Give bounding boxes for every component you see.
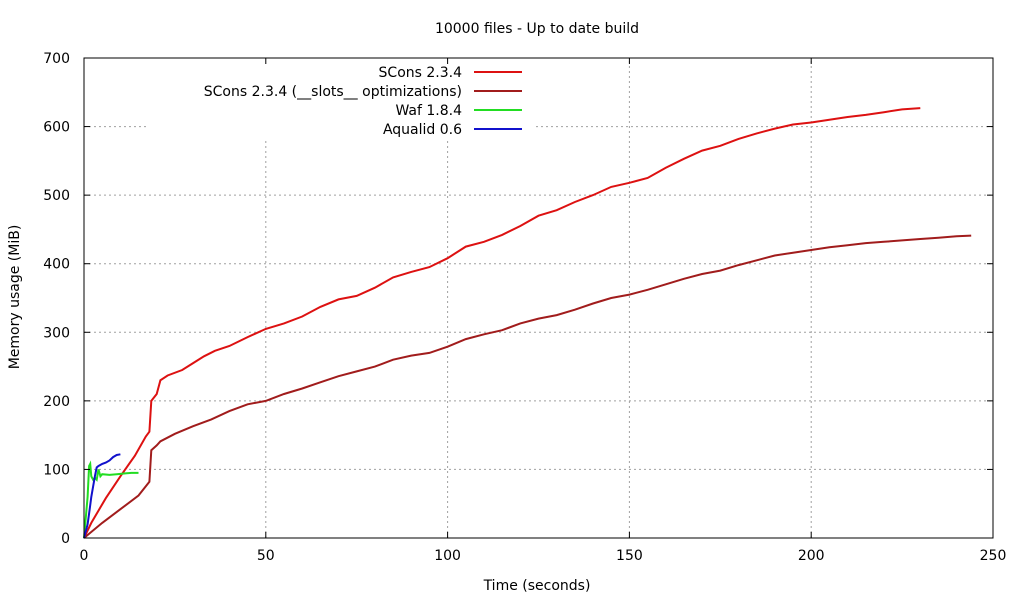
x-tick-label: 100 [434, 548, 461, 564]
series-line-3 [83, 460, 139, 539]
series-line-4 [83, 453, 121, 539]
y-tick-label: 400 [43, 257, 70, 273]
axis-tick-labels: 0 50 100 150 200 250 0 100 200 300 400 500 600 700 [43, 51, 1006, 564]
plot-frame [83, 57, 994, 539]
x-tick-label: 150 [616, 548, 643, 564]
x-tick-label: 200 [798, 548, 825, 564]
x-axis-label: Time (seconds) [483, 578, 591, 594]
series-lines [83, 107, 972, 539]
axis-ticks [83, 57, 994, 539]
y-tick-label: 0 [61, 531, 70, 547]
legend-label: SCons 2.3.4 [379, 65, 463, 81]
y-tick-label: 300 [43, 325, 70, 341]
x-tick-label: 0 [80, 548, 89, 564]
legend: SCons 2.3.4 SCons 2.3.4 (__slots__ optimi… [204, 65, 522, 138]
x-tick-label: 50 [257, 548, 275, 564]
legend-label: Aqualid 0.6 [383, 122, 462, 138]
y-tick-label: 500 [43, 188, 70, 204]
y-tick-label: 600 [43, 120, 70, 136]
y-tick-label: 100 [43, 462, 70, 478]
y-axis-label: Memory usage (MiB) [7, 225, 23, 370]
chart-title: 10000 files - Up to date build [435, 21, 639, 37]
y-tick-label: 700 [43, 51, 70, 67]
grid [84, 58, 993, 538]
legend-label: SCons 2.3.4 (__slots__ optimizations) [204, 84, 462, 100]
series-line-1 [83, 107, 921, 539]
x-tick-label: 250 [980, 548, 1007, 564]
legend-label: Waf 1.8.4 [395, 103, 462, 119]
series-line-2 [83, 234, 972, 539]
y-tick-label: 200 [43, 394, 70, 410]
